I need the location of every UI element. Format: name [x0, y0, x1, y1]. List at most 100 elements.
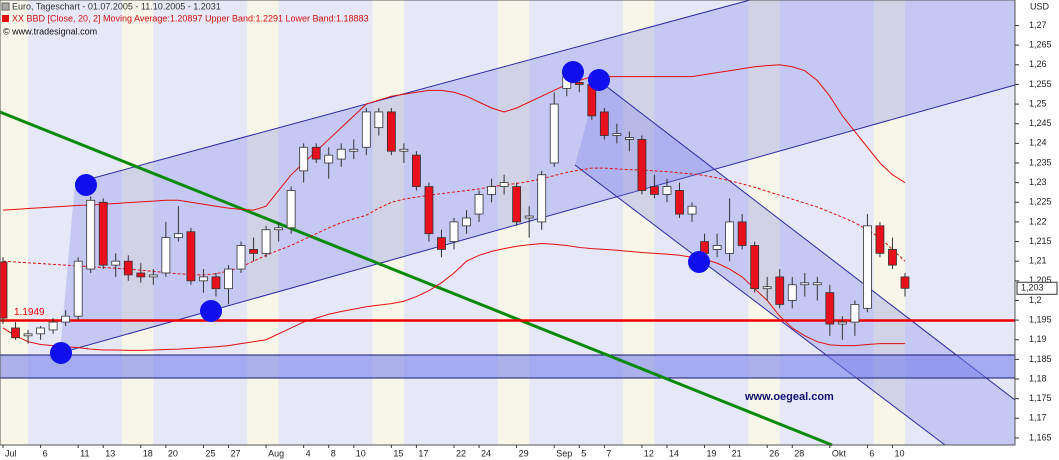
x-tick-label: 10 [894, 448, 904, 458]
candle-body [374, 111, 384, 129]
candle-body [875, 225, 885, 254]
x-tick-label: 19 [707, 448, 717, 458]
x-tick-label: 24 [481, 448, 491, 458]
candle-body [825, 292, 835, 325]
candle-body [812, 282, 822, 286]
pivot-marker [200, 300, 222, 322]
candle-body [123, 260, 133, 276]
candle-body [86, 199, 96, 270]
candle-body [712, 245, 722, 250]
channel-line [74, 0, 751, 184]
candle-body [0, 261, 8, 319]
y-tick-label: 1,185 [1029, 354, 1052, 364]
candle-body [361, 111, 371, 148]
candle-body [462, 217, 471, 227]
candle-body [336, 148, 346, 160]
y-tick-label: 1,265 [1029, 40, 1052, 50]
candle-body [800, 282, 810, 286]
icon [1, 2, 10, 11]
candle-body [311, 146, 321, 160]
y-tick-label: 1,17 [1029, 413, 1047, 423]
candle-body [224, 268, 233, 290]
candle-body [11, 327, 20, 339]
x-tick-label: 14 [669, 448, 679, 458]
last-price-box [1016, 281, 1058, 295]
candle-body [186, 231, 196, 282]
x-tick-label: Okt [832, 448, 847, 458]
candle-body [512, 186, 522, 223]
candle-body [36, 327, 45, 335]
y-tick-label: 1,27 [1029, 20, 1047, 30]
x-tick-label: 26 [769, 448, 779, 458]
candle-body [249, 249, 258, 254]
y-tick-label: 1,245 [1029, 118, 1052, 128]
x-tick-label: Aug [268, 448, 284, 458]
candle-body [499, 182, 509, 187]
candle-body [549, 103, 559, 164]
y-tick-label: 1,215 [1029, 236, 1052, 246]
candle-body [474, 194, 484, 215]
support-zone [0, 354, 1016, 379]
plot: 1.1949 [0, 64, 1015, 351]
x-tick-label: 11 [80, 448, 89, 458]
candle-body [173, 233, 183, 239]
channel-line [574, 164, 946, 446]
markers [50, 61, 710, 364]
watermark: www.oegeal.com [744, 391, 834, 403]
candle-body [437, 237, 446, 250]
x-tick-label: 15 [393, 448, 403, 458]
candle-body [286, 190, 296, 229]
pivot-marker [588, 69, 610, 91]
candle-body [449, 221, 459, 242]
y-tick-label: 1,175 [1029, 393, 1052, 403]
candle-body [148, 274, 158, 278]
y-tick-label: 1,235 [1029, 157, 1052, 167]
x-tick-label: 6 [869, 448, 874, 458]
x-tick-label: Sep [556, 448, 572, 458]
y-tick-label: 1,165 [1029, 432, 1052, 442]
chart-title: Euro, Tageschart - 01.07.2005 - 11.10.20… [12, 1, 221, 11]
candle-body [574, 82, 584, 85]
candle-body [850, 303, 860, 323]
y-tick-label: 1,255 [1029, 79, 1052, 89]
candle-body [48, 321, 58, 331]
candle-body [98, 201, 108, 266]
y-axis-label: USD [1030, 1, 1050, 11]
x-tick-label: 29 [519, 448, 529, 458]
candle-body [61, 315, 71, 323]
x-tick-label: 10 [356, 448, 366, 458]
candle-body [675, 190, 684, 215]
x-tick-label: 7 [606, 448, 611, 458]
candle-body [775, 276, 785, 305]
candle-body [637, 139, 647, 191]
candle-body [111, 260, 121, 266]
level-label: 1.1949 [14, 307, 45, 318]
pivot-marker [562, 61, 584, 83]
candle-body [624, 137, 634, 140]
candle-body [725, 221, 735, 254]
candle-body [837, 321, 847, 325]
candle-body [324, 154, 334, 164]
y-tick-label: 1,25 [1029, 98, 1047, 108]
x-tick-label: 6 [43, 448, 48, 458]
candle-body [687, 205, 697, 215]
x-tick-label: 18 [143, 448, 153, 458]
y-tick-label: 1,18 [1029, 373, 1047, 383]
candle-body [349, 148, 359, 152]
candle-body [161, 237, 171, 274]
candle-body [211, 276, 221, 290]
y-tick-label: 1,23 [1029, 177, 1047, 187]
candle-body [412, 154, 421, 187]
x-tick-label: 21 [732, 448, 742, 458]
x-tick-label: 5 [581, 448, 586, 458]
candle-body [136, 272, 146, 278]
candle-body [612, 133, 622, 136]
channel-line [597, 79, 1016, 401]
candle-body [23, 333, 33, 337]
candle-body [863, 225, 872, 309]
candle-body [299, 146, 309, 172]
trend-line [0, 110, 833, 447]
pivot-marker [688, 251, 710, 273]
x-tick-label: 22 [456, 448, 466, 458]
